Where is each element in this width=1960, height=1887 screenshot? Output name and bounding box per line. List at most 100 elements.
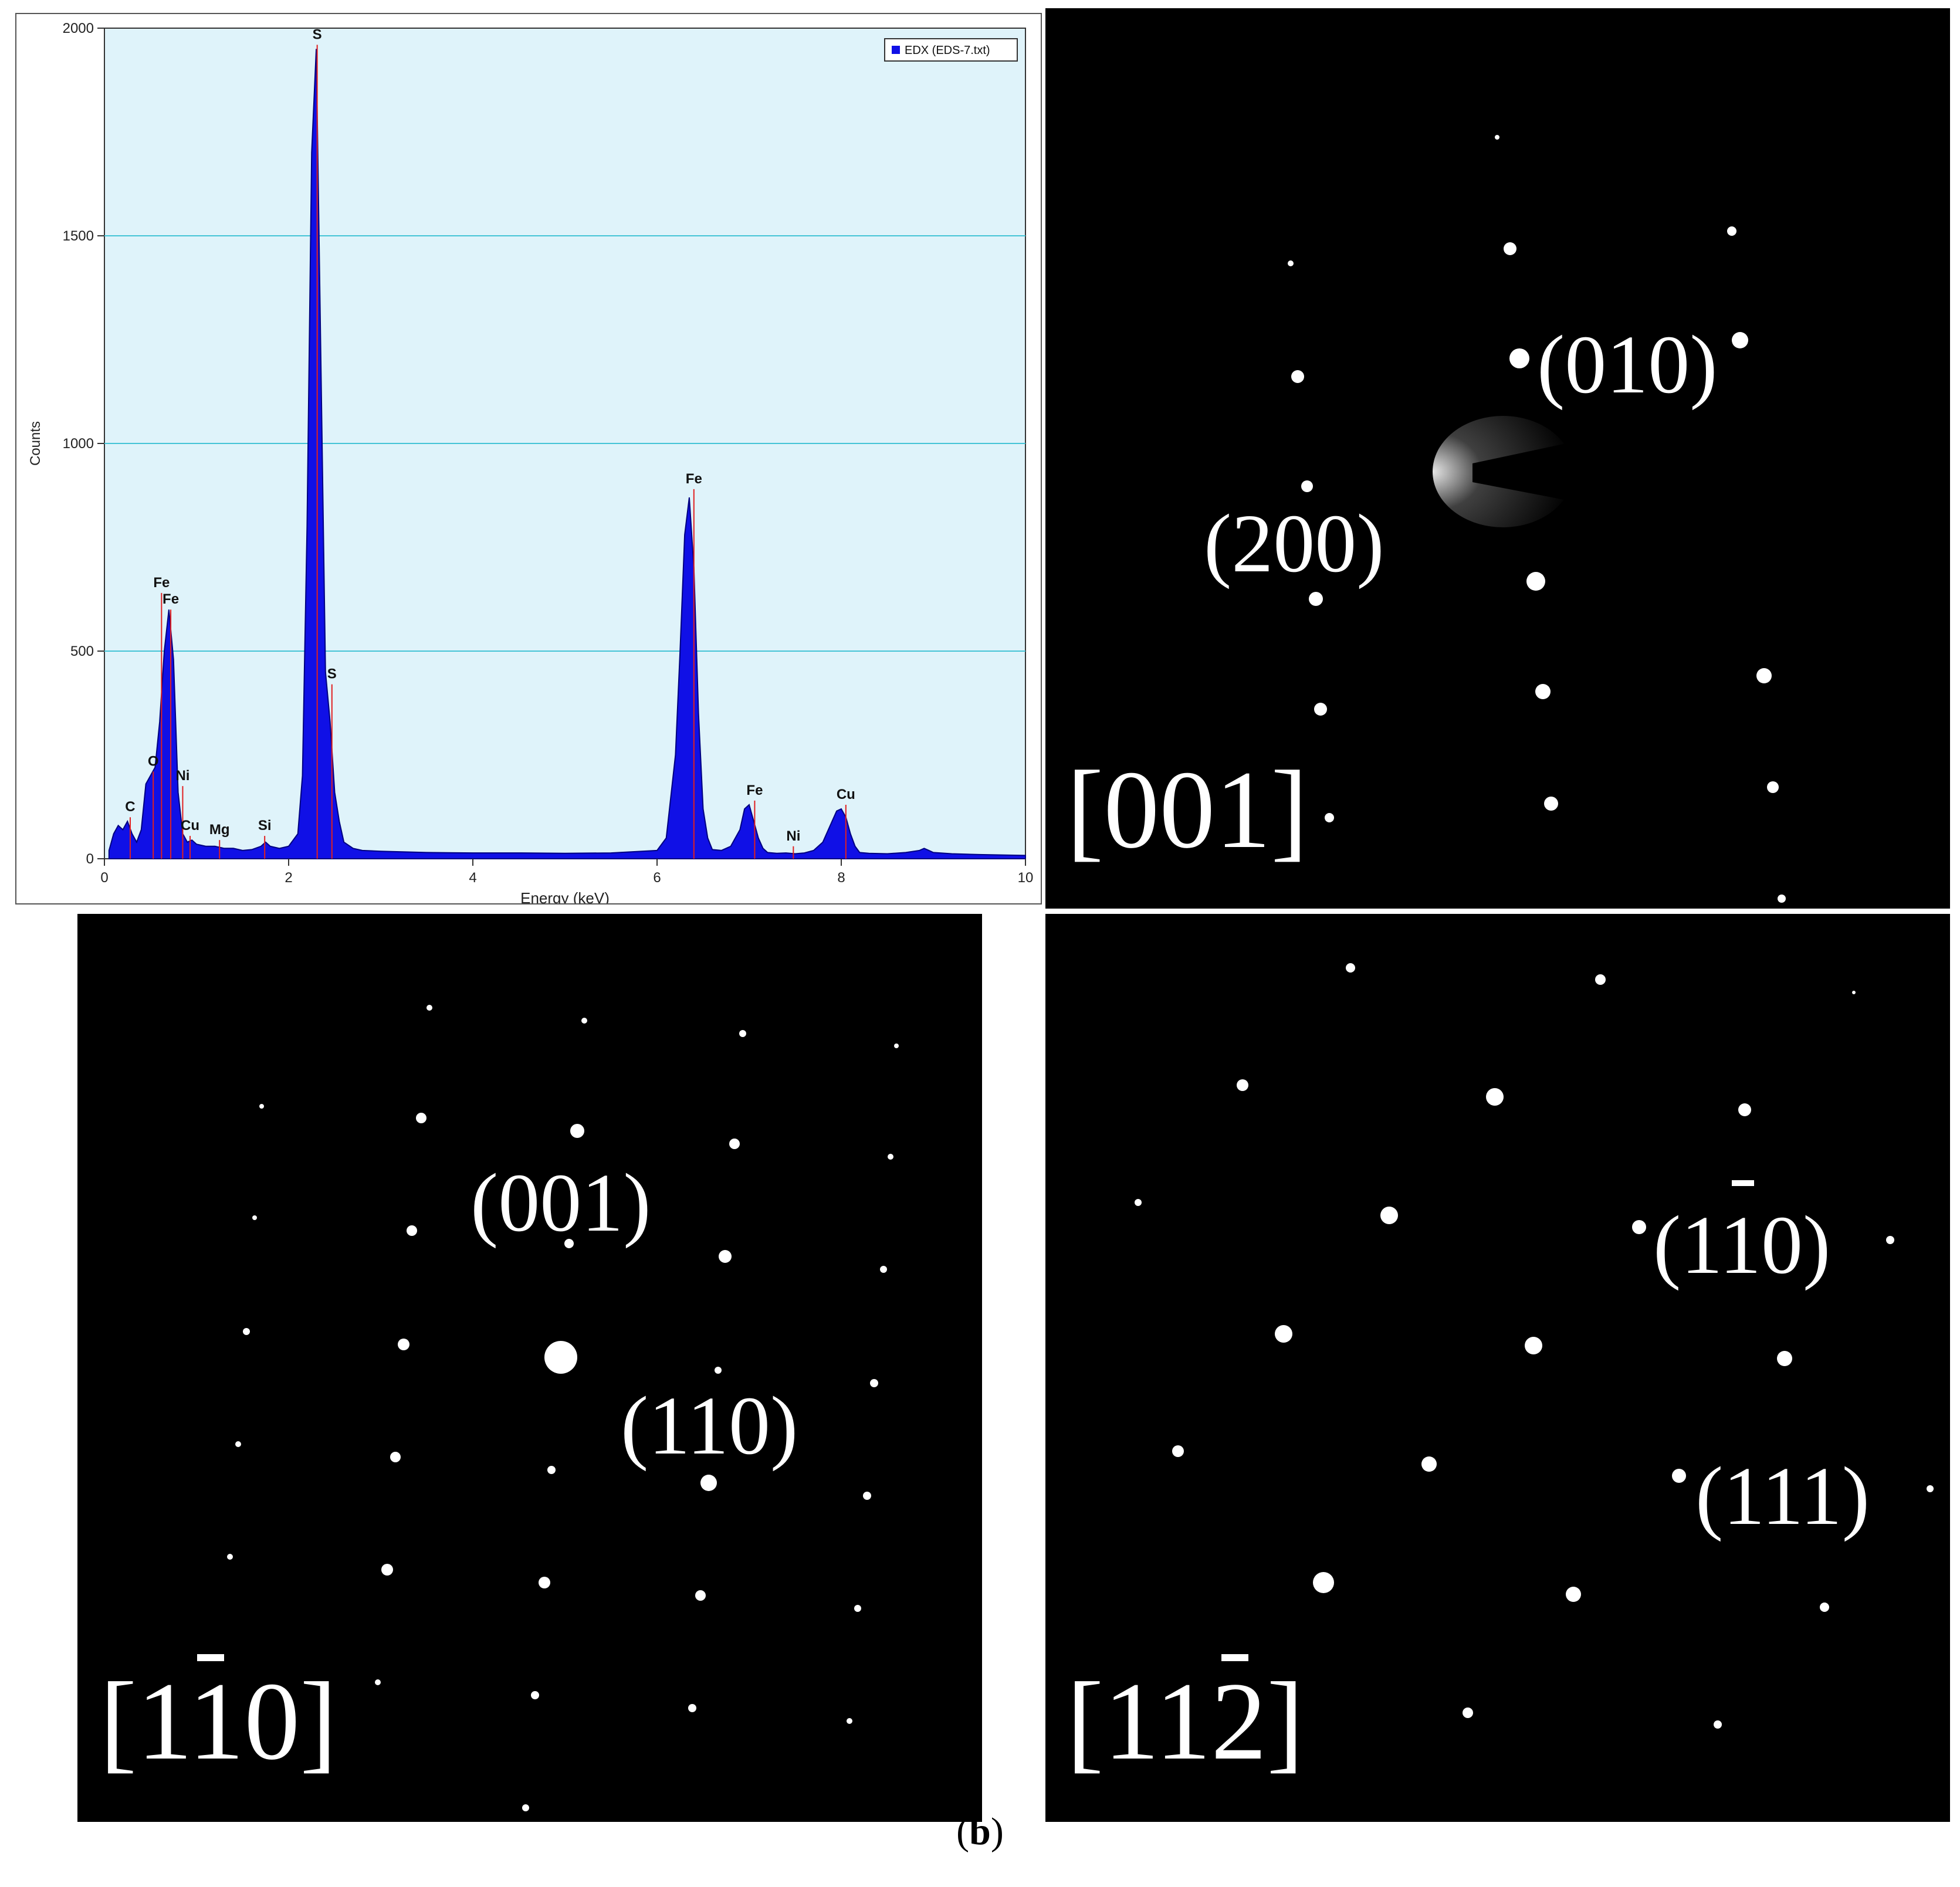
zone-axis-label-001: [001] (1067, 748, 1308, 872)
diffraction-spots (1288, 135, 1786, 903)
bracket: ] (1267, 1660, 1304, 1783)
miller-index-010: (010) (1537, 318, 1718, 411)
peak-label: Fe (686, 471, 702, 487)
caption-paren: ( (956, 1810, 970, 1853)
beam-stop (1472, 429, 1632, 513)
spot (1632, 1220, 1646, 1234)
spot (1486, 1088, 1504, 1106)
spot (1886, 1236, 1894, 1244)
spot (570, 1124, 584, 1138)
x-axis-label: Energy (keV) (520, 889, 610, 903)
caption-paren: ) (990, 1810, 1004, 1853)
bracket: [ (1067, 1660, 1103, 1783)
spot (1275, 1325, 1292, 1343)
spot (880, 1266, 887, 1273)
spot (847, 1718, 852, 1724)
y-tick-label: 0 (86, 851, 94, 867)
spot (381, 1564, 393, 1576)
zone-digits: 001 (1103, 748, 1271, 872)
spot (1820, 1603, 1829, 1612)
spot (1346, 963, 1355, 973)
spot (1237, 1079, 1248, 1091)
central-beam (544, 1341, 577, 1374)
miller-index-111: (111) (1695, 1449, 1870, 1542)
spot (1525, 1337, 1542, 1354)
spot (1495, 135, 1499, 140)
spot (1463, 1708, 1473, 1718)
spot (700, 1475, 717, 1491)
spot (1509, 348, 1529, 368)
zone-axis-label-1-10: [110] (100, 1660, 337, 1783)
spot (426, 1005, 432, 1011)
miller-index-1-10: (110) (621, 1379, 798, 1472)
y-tick-label: 500 (70, 643, 94, 659)
x-tick-label: 2 (285, 870, 292, 886)
zone-axis-label-11-2: [112] (1067, 1660, 1304, 1783)
diffraction-spots (227, 1005, 899, 1811)
peak-label: Ni (786, 828, 800, 844)
spot (1135, 1199, 1142, 1206)
spot (1767, 781, 1779, 793)
saed-pattern-1-10: (001) (110) [110] (77, 914, 982, 1822)
saed-pattern-11-2: (110) (111) [112] (1045, 914, 1950, 1822)
spot (581, 1018, 587, 1024)
y-tick-label: 1500 (63, 228, 94, 244)
bracket: ] (1271, 748, 1308, 872)
bracket: [ (1067, 748, 1103, 872)
spot (888, 1154, 893, 1160)
x-tick-label: 8 (837, 870, 845, 886)
y-tick-label: 2000 (63, 21, 94, 36)
spot (539, 1577, 550, 1588)
bracket: [ (100, 1660, 137, 1783)
spot (243, 1328, 250, 1335)
spot (1732, 332, 1748, 348)
digit: 1 (1681, 1198, 1719, 1291)
spot (1380, 1207, 1398, 1224)
spot (522, 1804, 529, 1811)
spot (695, 1590, 706, 1601)
digit: 1 (648, 1379, 687, 1472)
diffraction-spots (1135, 963, 1934, 1729)
paren: ( (621, 1379, 648, 1472)
spot (564, 1239, 574, 1248)
legend-label: EDX (EDS-7.txt) (905, 44, 990, 57)
spot (1727, 226, 1736, 236)
spot (227, 1554, 233, 1560)
zone-digit: 1 (1103, 1660, 1155, 1783)
zone-digit: 1 (188, 1660, 244, 1783)
peak-label: Cu (181, 818, 199, 834)
spot (407, 1225, 417, 1236)
spot (1421, 1456, 1437, 1472)
spot (894, 1044, 899, 1048)
spot (1325, 813, 1334, 822)
caption-letter: b (969, 1810, 991, 1853)
digit: 0 (729, 1379, 770, 1472)
bracket: ] (300, 1660, 337, 1783)
saed-pattern-001: (010) (200) [001] (1045, 8, 1950, 909)
spot (688, 1704, 696, 1712)
zone-digit: 2 (1211, 1660, 1267, 1783)
spot (531, 1691, 539, 1699)
spot (1544, 797, 1558, 811)
spot (1672, 1469, 1686, 1483)
spot (1756, 668, 1772, 683)
peak-label: Cu (837, 787, 855, 802)
peak-label: Mg (209, 822, 230, 838)
eds-chart-svg: 0 2 4 6 8 10 0 500 1000 1500 2000 Energy (keV) Count… (28, 21, 1033, 903)
spot (416, 1113, 426, 1123)
spot (1927, 1485, 1934, 1492)
x-tick-label: 4 (469, 870, 476, 886)
overbar (1732, 1180, 1754, 1186)
y-axis-label: Counts (28, 421, 43, 466)
saed-1-10-svg: (001) (110) [110] (100, 1005, 899, 1811)
saed-11-2-svg: (110) (111) [112] (1067, 963, 1934, 1783)
spot (1852, 991, 1856, 994)
x-tick-label: 6 (653, 870, 661, 886)
spectrum-area (108, 49, 1026, 859)
spot (398, 1339, 409, 1350)
spot (375, 1679, 381, 1685)
spot (1314, 703, 1327, 716)
peak-label: C (125, 799, 135, 815)
miller-index-001: (001) (470, 1156, 651, 1249)
spot (1714, 1720, 1722, 1729)
